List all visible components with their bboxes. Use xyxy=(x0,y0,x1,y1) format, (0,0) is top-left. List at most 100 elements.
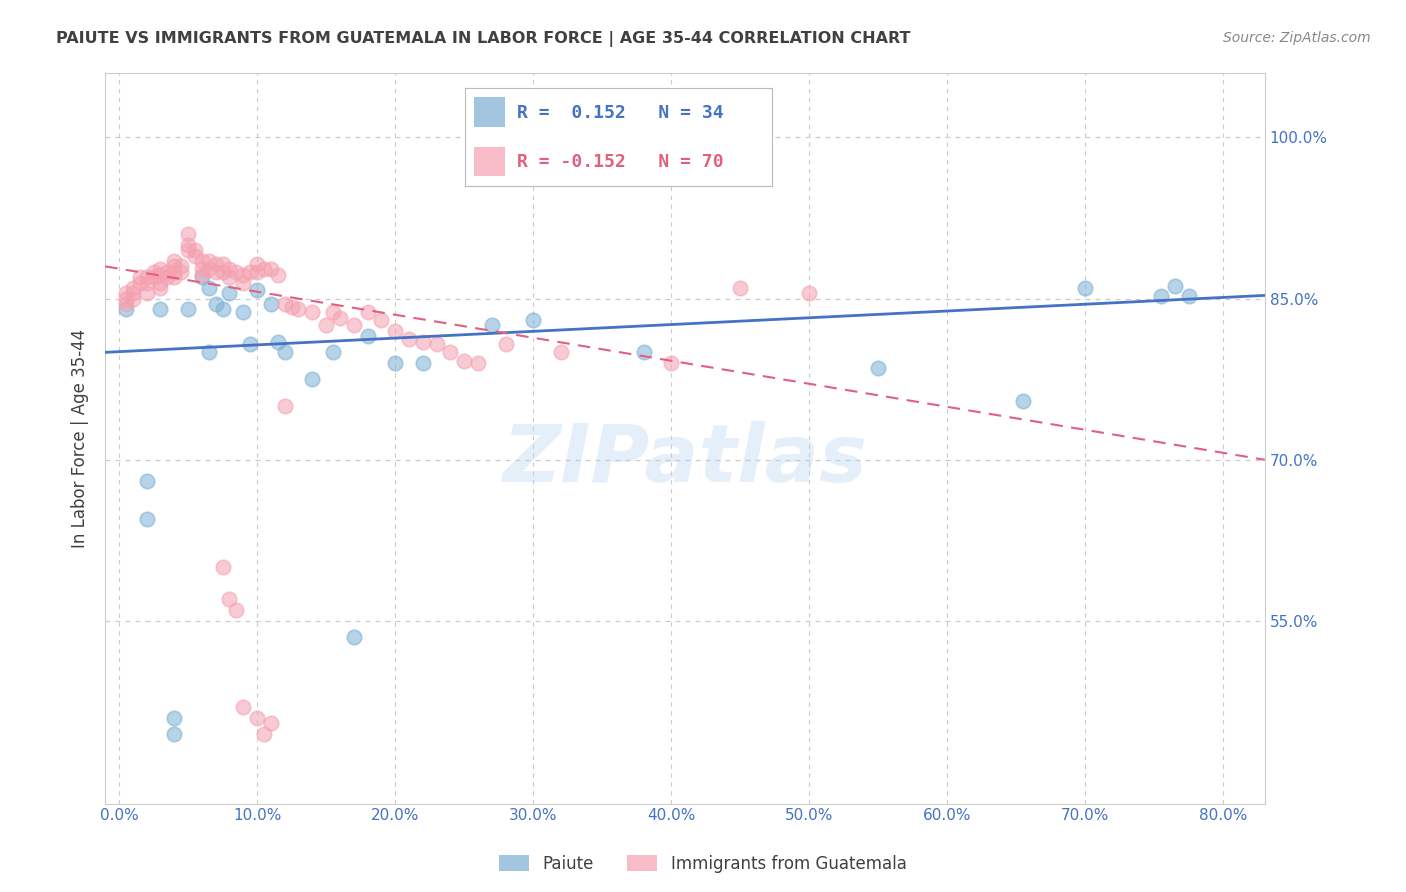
Point xyxy=(273,297,295,311)
Point xyxy=(260,261,283,276)
Point xyxy=(156,265,179,279)
Point xyxy=(135,276,157,290)
Point xyxy=(191,254,214,268)
Point xyxy=(142,270,165,285)
Point xyxy=(211,265,233,279)
Point xyxy=(868,361,890,376)
Point xyxy=(301,304,323,318)
Point xyxy=(384,356,406,370)
Point xyxy=(121,286,143,301)
Point xyxy=(412,334,434,349)
Point xyxy=(128,270,150,285)
Point xyxy=(218,286,240,301)
Point xyxy=(149,276,172,290)
Point xyxy=(225,265,247,279)
Point xyxy=(211,302,233,317)
Point xyxy=(197,254,219,268)
Point xyxy=(799,286,821,301)
Point xyxy=(135,286,157,301)
Point xyxy=(115,292,138,306)
Point xyxy=(1012,393,1035,408)
Point xyxy=(356,304,378,318)
Point xyxy=(287,302,309,317)
Point xyxy=(273,345,295,359)
Point xyxy=(232,268,254,282)
Point xyxy=(425,336,447,351)
Point xyxy=(184,249,207,263)
Point xyxy=(170,265,193,279)
Point xyxy=(197,281,219,295)
Point xyxy=(315,318,337,333)
Point xyxy=(453,354,475,368)
Point xyxy=(1150,289,1173,303)
Point xyxy=(163,270,186,285)
Point xyxy=(128,276,150,290)
Point xyxy=(191,261,214,276)
Point xyxy=(522,313,544,327)
Point xyxy=(191,268,214,282)
Point xyxy=(329,310,352,325)
Point xyxy=(163,265,186,279)
Point xyxy=(343,318,366,333)
Point xyxy=(218,261,240,276)
Point xyxy=(163,711,186,725)
Point xyxy=(439,345,461,359)
Point xyxy=(204,257,226,271)
Point xyxy=(467,356,489,370)
Point xyxy=(280,300,302,314)
Point xyxy=(495,336,517,351)
Point xyxy=(246,265,269,279)
Point xyxy=(197,261,219,276)
Point xyxy=(267,334,290,349)
Point xyxy=(232,276,254,290)
Point xyxy=(115,302,138,317)
Point xyxy=(115,297,138,311)
Point xyxy=(730,281,752,295)
Point xyxy=(177,302,200,317)
Point xyxy=(135,512,157,526)
Point xyxy=(218,592,240,607)
Point xyxy=(184,244,207,258)
Point xyxy=(239,336,262,351)
Text: PAIUTE VS IMMIGRANTS FROM GUATEMALA IN LABOR FORCE | AGE 35-44 CORRELATION CHART: PAIUTE VS IMMIGRANTS FROM GUATEMALA IN L… xyxy=(56,31,911,47)
Point xyxy=(633,345,655,359)
Point xyxy=(1074,281,1097,295)
Point xyxy=(163,254,186,268)
Point xyxy=(149,302,172,317)
Point xyxy=(135,270,157,285)
Point xyxy=(246,711,269,725)
Point xyxy=(211,257,233,271)
Point xyxy=(204,297,226,311)
Point xyxy=(481,318,503,333)
Point xyxy=(177,227,200,242)
Point xyxy=(149,281,172,295)
Point xyxy=(550,345,572,359)
Point xyxy=(204,265,226,279)
Point xyxy=(225,603,247,617)
Point xyxy=(142,265,165,279)
Point xyxy=(149,268,172,282)
Point xyxy=(135,475,157,489)
Point xyxy=(170,260,193,274)
Point xyxy=(343,630,366,644)
Point xyxy=(1178,289,1201,303)
Point xyxy=(370,313,392,327)
Point xyxy=(115,286,138,301)
Point xyxy=(232,700,254,714)
Point xyxy=(163,260,186,274)
Point xyxy=(156,270,179,285)
Point xyxy=(197,345,219,359)
Point xyxy=(273,399,295,413)
Point xyxy=(246,257,269,271)
Y-axis label: In Labor Force | Age 35-44: In Labor Force | Age 35-44 xyxy=(72,329,89,548)
Point xyxy=(253,727,276,741)
Point xyxy=(260,716,283,731)
Point xyxy=(412,356,434,370)
Point xyxy=(121,292,143,306)
Point xyxy=(149,261,172,276)
Point xyxy=(398,333,420,347)
Text: Source: ZipAtlas.com: Source: ZipAtlas.com xyxy=(1223,31,1371,45)
Point xyxy=(191,270,214,285)
Point xyxy=(253,261,276,276)
Point xyxy=(260,297,283,311)
